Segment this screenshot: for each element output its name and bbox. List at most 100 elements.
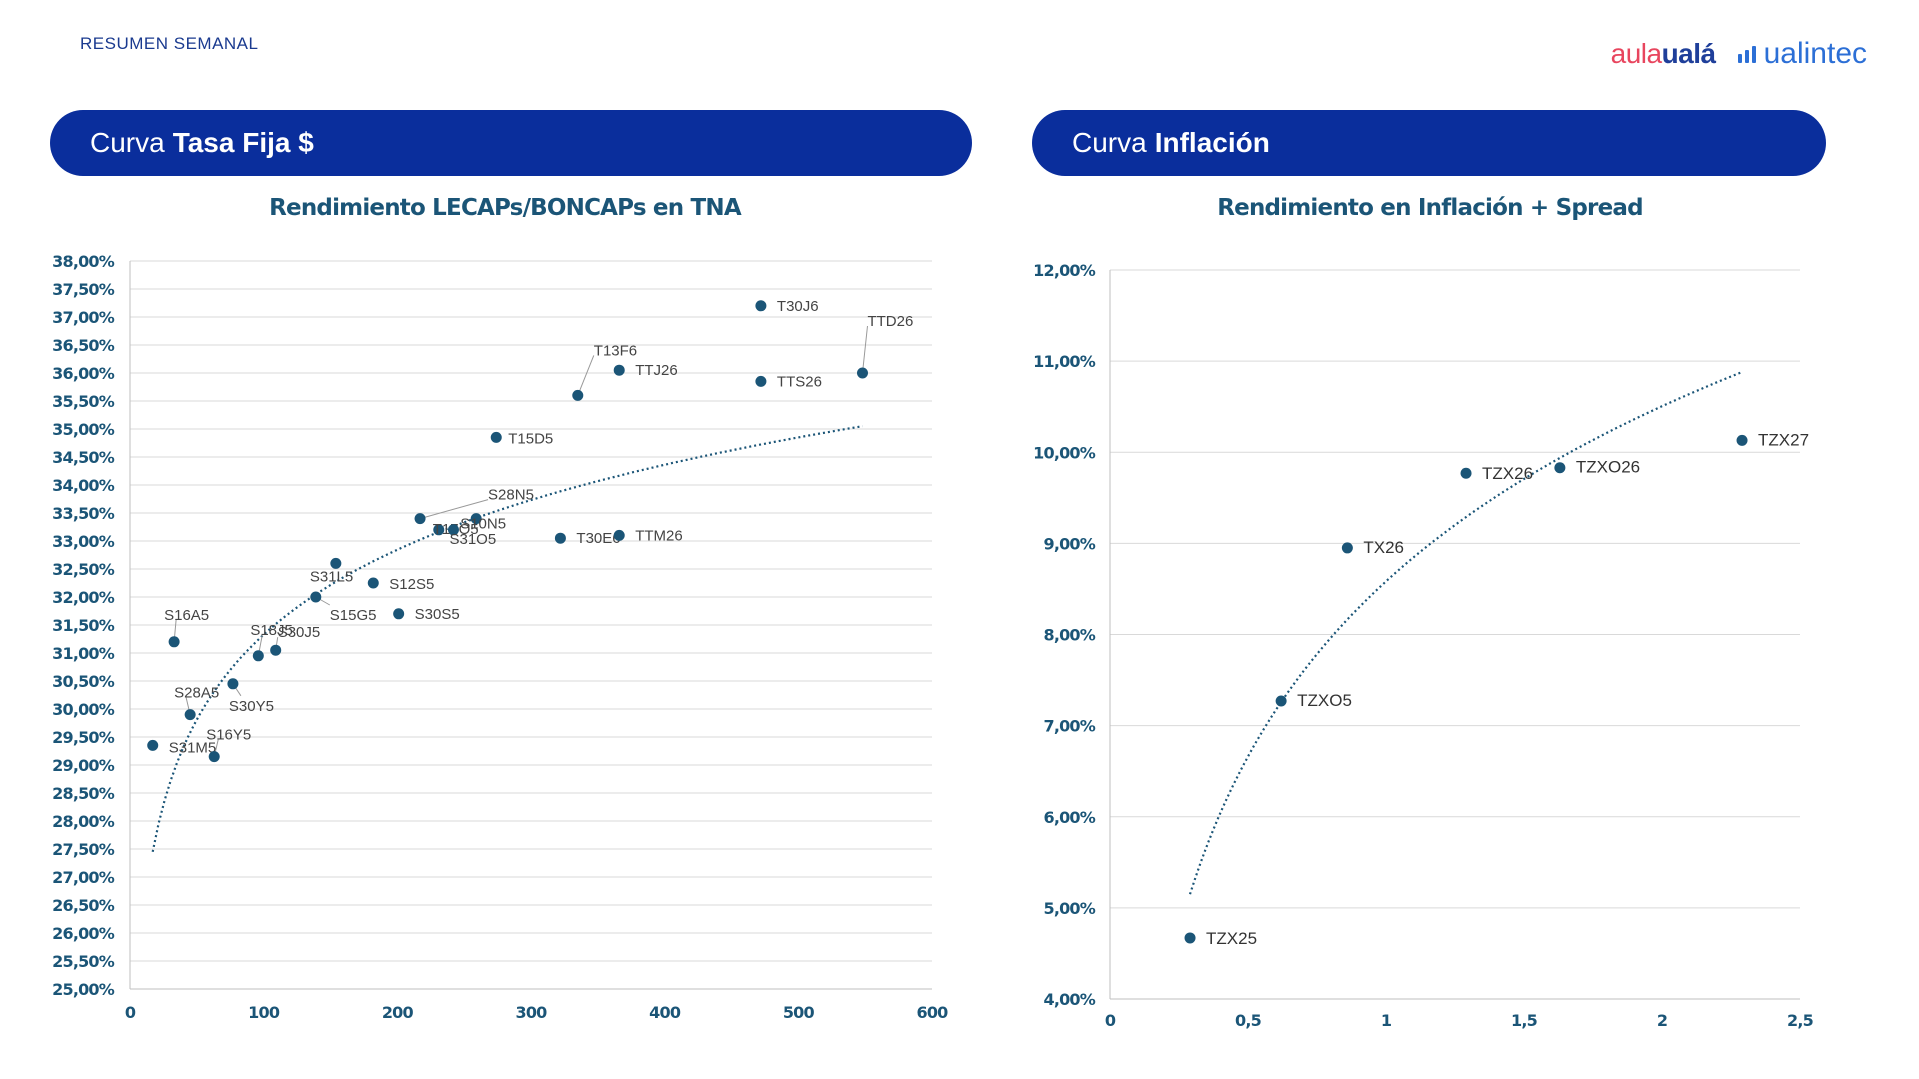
data-point [1460,467,1472,479]
y-tick-label: 33,50% [52,504,115,523]
data-point [613,364,625,376]
data-point [168,636,180,648]
data-label: TX26 [1363,538,1404,557]
data-point [755,375,767,387]
brand-logos: aulaualá ualintec [1611,34,1867,74]
trendline [1188,371,1743,895]
ualintec-logo: ualintec [1737,37,1867,71]
y-tick-label: 37,00% [52,308,115,327]
left-chart-title: Rendimiento LECAPs/BONCAPs en TNA [269,195,742,221]
data-label: S30J5 [278,624,321,641]
x-tick-label: 200 [382,1003,414,1022]
y-tick-label: 27,00% [52,868,115,887]
x-tick-label: 0,5 [1235,1011,1262,1030]
y-tick-label: 26,00% [52,924,115,943]
data-point [447,524,459,536]
data-label: S16Y5 [206,727,251,744]
data-label: TZX25 [1206,929,1257,948]
x-tick-label: 500 [783,1003,815,1022]
data-label: TZX26 [1482,464,1533,483]
data-point [490,431,502,443]
data-label: T30E6 [576,530,620,547]
x-tick-label: 300 [516,1003,548,1022]
data-label: S31M5 [169,739,217,756]
y-tick-label: 10,00% [1033,443,1096,462]
data-point [393,608,405,620]
y-tick-label: 32,50% [52,560,115,579]
data-point [310,591,322,603]
y-tick-label: 34,50% [52,448,115,467]
data-point [227,678,239,690]
data-label: T13F6 [594,342,637,359]
data-label: S16A5 [164,607,209,624]
data-label: TZXO5 [1297,691,1352,710]
y-tick-label: 34,00% [52,476,115,495]
y-tick-label: 28,00% [52,812,115,831]
y-tick-label: 11,00% [1033,352,1096,371]
data-label: TTM26 [635,527,683,544]
y-tick-label: 27,50% [52,840,115,859]
inflation-scatter-chart: 4,00% 5,00% 6,00% 7,00% 8,00% 9,00% 10,00% 11,0… [1033,261,1814,1030]
data-label: TZX27 [1758,430,1809,449]
data-label: TTS26 [777,373,822,390]
data-label: TZXO26 [1576,458,1640,477]
label-leader-line [861,325,868,374]
y-tick-label: 4,00% [1043,990,1095,1009]
right-chart-title: Rendimiento en Inflación + Spread [1217,195,1643,221]
data-point [470,513,482,525]
y-tick-label: 25,00% [52,980,115,999]
label-leader-line [577,355,595,396]
x-tick-label: 400 [649,1003,681,1022]
x-tick-label: 1 [1381,1011,1392,1030]
right-panel-title-prefix: Curva [1072,127,1147,158]
data-label: S30Y5 [229,698,274,715]
data-label: S31L5 [310,568,353,585]
y-tick-label: 31,50% [52,616,115,635]
y-tick-label: 35,00% [52,420,115,439]
data-label: TTJ26 [635,362,678,379]
data-label: S12S5 [389,576,434,593]
data-point [330,557,342,569]
label-leader-line [419,499,489,520]
y-tick-label: 5,00% [1043,899,1095,918]
x-tick-label: 2,5 [1787,1011,1814,1030]
data-point [147,739,159,751]
data-point [1184,932,1196,944]
y-tick-label: 30,50% [52,672,115,691]
data-point [208,751,220,763]
y-tick-label: 35,50% [52,392,115,411]
x-tick-label: 0 [1105,1011,1116,1030]
data-point [433,524,445,536]
right-panel-header: Curva Inflación [1032,110,1826,176]
x-tick-label: 2 [1657,1011,1667,1030]
data-point [1736,434,1748,446]
y-tick-label: 30,00% [52,700,115,719]
y-tick-label: 8,00% [1043,626,1095,645]
y-tick-label: 28,50% [52,784,115,803]
y-tick-label: 37,50% [52,280,115,299]
report-kicker: RESUMEN SEMANAL [80,34,259,53]
data-label: S28N5 [488,487,534,504]
data-point [613,529,625,541]
x-tick-label: 100 [248,1003,280,1022]
data-point [554,532,566,544]
y-tick-label: 36,50% [52,336,115,355]
data-label: T15D5 [508,430,553,447]
y-tick-label: 6,00% [1043,808,1095,827]
y-tick-label: 12,00% [1033,261,1096,280]
data-point [572,389,584,401]
data-label: S15G5 [330,607,377,624]
x-tick-label: 600 [917,1003,949,1022]
data-label: S18J5 [250,622,293,639]
data-point [1341,542,1353,554]
bar-chart-icon [1737,45,1756,63]
y-tick-label: 31,00% [52,644,115,663]
data-point [184,709,196,721]
data-point [270,644,282,656]
data-label: S30S5 [415,606,460,623]
left-panel-title-bold: Tasa Fija $ [172,127,314,158]
data-label: S31O5 [449,531,496,548]
data-label: TTD26 [867,313,913,330]
fixed-rate-scatter-chart: 25,00% 25,50% 26,00% 26,50% 27,00% 27,50% 28,0… [52,252,949,1022]
